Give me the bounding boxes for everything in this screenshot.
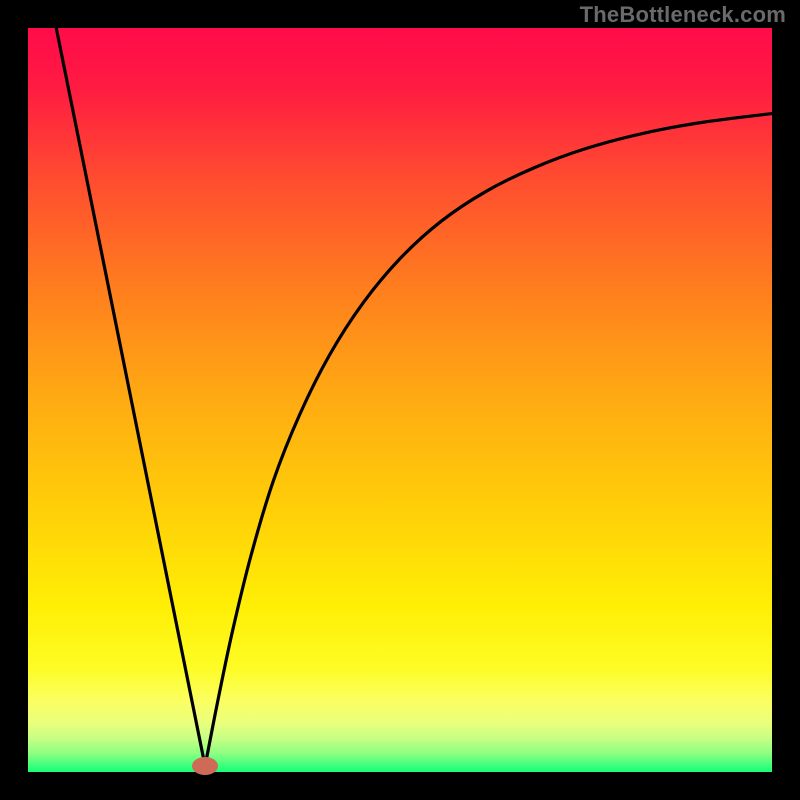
plot-area <box>28 28 772 772</box>
curve-layer <box>28 28 772 772</box>
chart-frame: TheBottleneck.com <box>0 0 800 800</box>
min-marker <box>192 757 218 775</box>
watermark-text: TheBottleneck.com <box>580 2 786 28</box>
bottleneck-curve <box>56 28 772 766</box>
